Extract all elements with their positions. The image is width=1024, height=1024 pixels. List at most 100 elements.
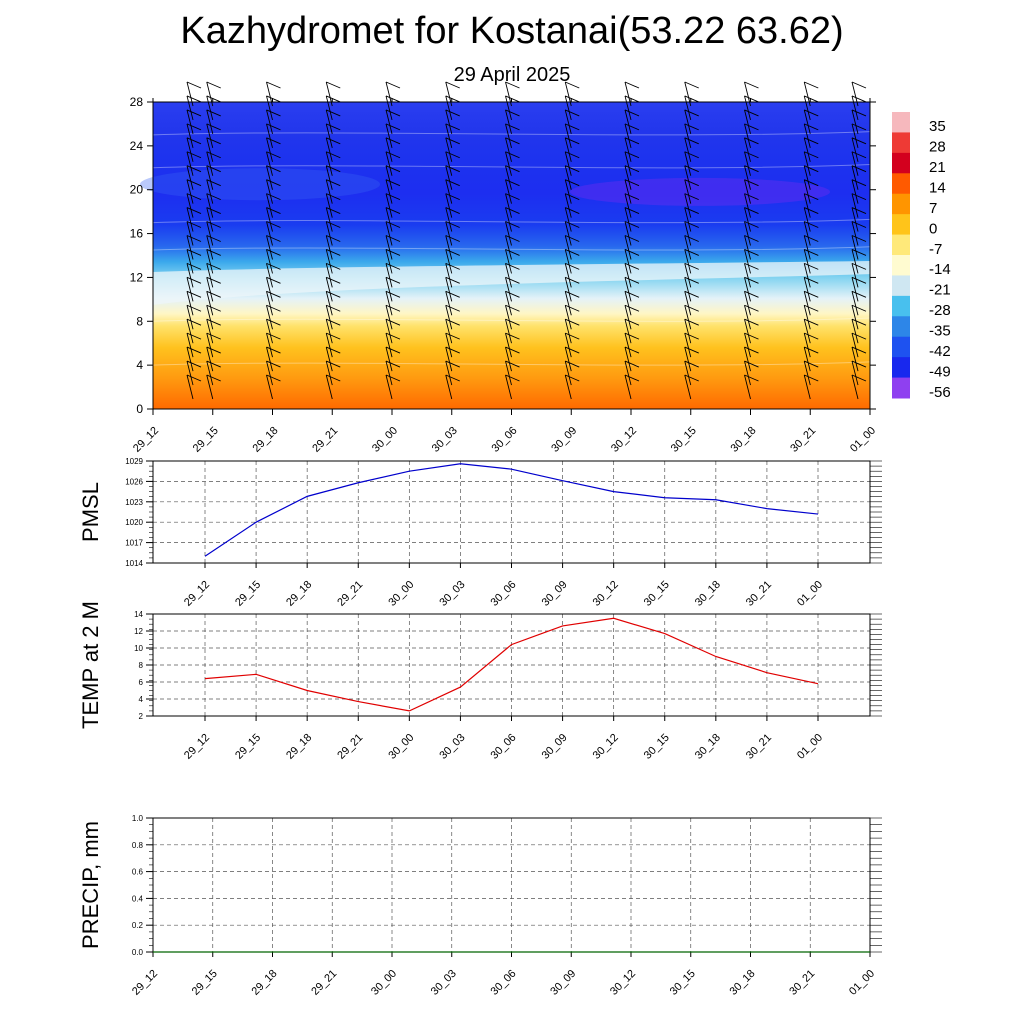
contour-line xyxy=(152,163,871,169)
wind-barb-flag xyxy=(445,179,460,187)
wind-barb xyxy=(803,277,811,302)
wind-barb-flag xyxy=(186,221,202,228)
wind-barb xyxy=(385,151,393,176)
wind-barb xyxy=(684,221,692,246)
wind-barb xyxy=(744,137,751,162)
wind-barb-flag xyxy=(744,262,759,270)
wind-barb-flag xyxy=(326,276,341,284)
wind-barb xyxy=(684,151,692,176)
wind-barb xyxy=(385,360,393,386)
wind-barb-flag xyxy=(266,95,281,103)
wind-barb xyxy=(624,165,632,190)
x-tick-label: 30_15 xyxy=(668,968,698,998)
x-tick-label: 30_03 xyxy=(429,968,459,998)
wind-barb-flag xyxy=(744,109,759,117)
y-tick-label: 0.4 xyxy=(132,894,144,903)
wind-barb-flag xyxy=(266,346,281,354)
wind-barb-flag xyxy=(206,346,221,354)
wind-barb xyxy=(505,235,512,260)
wind-barb xyxy=(624,263,632,288)
y-tick-label: 1017 xyxy=(125,539,143,548)
wind-barb xyxy=(206,207,214,232)
wind-barb-flag xyxy=(186,137,202,145)
wind-barb xyxy=(325,277,333,302)
wind-barb-flag xyxy=(684,235,699,242)
wind-barb-flag xyxy=(206,137,221,145)
wind-barb xyxy=(564,123,572,148)
wind-barb-flag xyxy=(445,207,460,214)
y-tick-label: 4 xyxy=(136,358,143,372)
wind-barb-flag xyxy=(624,137,640,145)
wind-barb xyxy=(505,95,512,121)
wind-barb-flag xyxy=(385,95,401,103)
wind-barb-flag xyxy=(505,360,520,368)
wind-barb xyxy=(684,179,692,204)
x-tick-label: 01_00 xyxy=(795,579,825,609)
wind-barb xyxy=(505,151,512,176)
wind-barb-flag xyxy=(744,374,759,382)
wind-barb xyxy=(186,333,194,358)
wind-barb-flag xyxy=(266,249,281,256)
wind-barb-flag xyxy=(624,360,640,368)
wind-barb-flag xyxy=(565,235,580,242)
wind-barb-flag xyxy=(326,304,341,312)
wind-barb xyxy=(266,123,273,148)
wind-barb-flag xyxy=(505,235,520,242)
wind-barb xyxy=(445,333,453,358)
wind-barb xyxy=(624,346,632,372)
wind-barb xyxy=(851,137,859,162)
x-tick-label: 30_15 xyxy=(642,732,672,762)
x-tick-label: 01_00 xyxy=(847,968,877,998)
wind-barb xyxy=(206,346,214,372)
wind-barb xyxy=(803,346,811,372)
wind-barb-flag xyxy=(684,332,699,340)
wind-barb-flag xyxy=(326,207,341,214)
wind-barb xyxy=(266,207,273,232)
wind-barb xyxy=(385,249,393,274)
x-tick-label: 30_09 xyxy=(540,732,570,762)
colorbar-swatch xyxy=(892,295,910,317)
wind-barb xyxy=(564,277,572,302)
wind-barb-flag xyxy=(186,360,202,368)
x-tick-label: 30_06 xyxy=(489,579,519,609)
wind-barb-flag xyxy=(206,276,221,284)
wind-barb-flag xyxy=(851,276,867,284)
wind-barb xyxy=(803,179,811,204)
y-axis-title: TEMP at 2 M xyxy=(78,601,103,729)
wind-barb xyxy=(505,123,512,148)
wind-barb-flag xyxy=(565,332,580,340)
wind-barb-flag xyxy=(804,235,819,242)
wind-barb xyxy=(186,109,194,135)
wind-barb-flag xyxy=(565,179,580,187)
wind-barb-flag xyxy=(266,304,281,312)
wind-barb-flag xyxy=(684,262,699,270)
wind-barb-flag xyxy=(804,290,819,298)
wind-barb-flag xyxy=(385,81,401,89)
wind-barb xyxy=(206,193,214,218)
wind-barb-flag xyxy=(445,151,460,159)
wind-barb-flag xyxy=(206,123,221,131)
wind-barb-flag xyxy=(326,374,341,382)
wind-barb-flag xyxy=(565,221,580,228)
wind-barb xyxy=(445,179,453,204)
wind-barb xyxy=(445,109,453,135)
wind-barb xyxy=(744,291,751,316)
wind-barb-flag xyxy=(186,123,202,131)
wind-barb xyxy=(266,374,273,400)
wind-barb xyxy=(186,235,194,260)
contour-line xyxy=(152,317,871,322)
wind-barb-flag xyxy=(445,193,460,201)
x-tick-label: 30_03 xyxy=(437,732,467,762)
wind-barb-flag xyxy=(445,137,460,145)
wind-barb-flag xyxy=(565,151,580,159)
wind-barb xyxy=(266,305,273,330)
wind-barb xyxy=(186,249,194,274)
x-tick-label: 29_18 xyxy=(251,425,281,455)
wind-barb-flag xyxy=(851,249,867,256)
wind-barb-flag xyxy=(804,304,819,312)
wind-barb-flag xyxy=(186,165,202,173)
line-panel-3: 0.0 0.2 0.4 0.6 0.8 1.0 29_12 29_15 29_18 29_21 30… xyxy=(78,814,882,998)
wind-barb xyxy=(684,109,692,135)
wind-barb xyxy=(803,263,811,288)
